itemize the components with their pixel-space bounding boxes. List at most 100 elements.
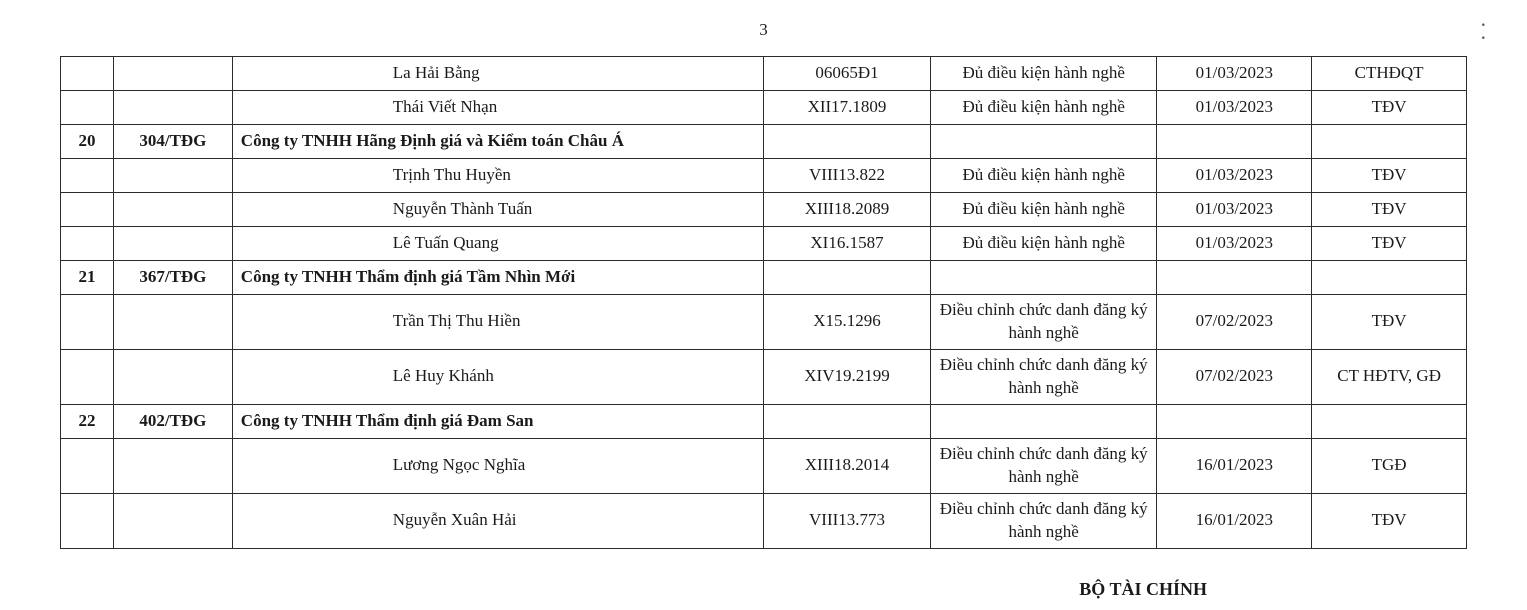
cell-ma: 304/TĐG	[113, 125, 232, 159]
cell-ten: Lê Huy Khánh	[232, 349, 763, 404]
cell-stt	[61, 91, 114, 125]
cell-cd: TĐV	[1312, 193, 1467, 227]
cell-so: XI16.1587	[764, 227, 931, 261]
cell-cd	[1312, 404, 1467, 438]
cell-cd: TĐV	[1312, 159, 1467, 193]
cell-ten: La Hải Bằng	[232, 57, 763, 91]
cell-so: XII17.1809	[764, 91, 931, 125]
cell-ngay: 07/02/2023	[1157, 295, 1312, 350]
cell-so: VIII13.822	[764, 159, 931, 193]
cell-ma	[113, 193, 232, 227]
table-row: Nguyễn Xuân HảiVIII13.773Điều chỉnh chức…	[61, 493, 1467, 548]
table-row: 21367/TĐGCông ty TNHH Thẩm định giá Tầm …	[61, 261, 1467, 295]
table-row: 20304/TĐGCông ty TNHH Hãng Định giá và K…	[61, 125, 1467, 159]
cell-so	[764, 261, 931, 295]
cell-cd	[1312, 261, 1467, 295]
cell-ten: Công ty TNHH Thẩm định giá Đam San	[232, 404, 763, 438]
main-table: La Hải Bằng06065Đ1Đủ điều kiện hành nghề…	[60, 56, 1467, 549]
cell-so	[764, 404, 931, 438]
cell-stt	[61, 493, 114, 548]
table-row: La Hải Bằng06065Đ1Đủ điều kiện hành nghề…	[61, 57, 1467, 91]
cell-cd: TĐV	[1312, 227, 1467, 261]
cell-so: XIII18.2089	[764, 193, 931, 227]
cell-ten: Nguyễn Thành Tuấn	[232, 193, 763, 227]
table-row: Trần Thị Thu HiềnX15.1296Điều chỉnh chức…	[61, 295, 1467, 350]
cell-ten: Công ty TNHH Hãng Định giá và Kiểm toán …	[232, 125, 763, 159]
scan-artifact: ··	[1480, 18, 1487, 44]
cell-ten: Lương Ngọc Nghĩa	[232, 438, 763, 493]
table-row: Nguyễn Thành TuấnXIII18.2089Đủ điều kiện…	[61, 193, 1467, 227]
cell-ma	[113, 493, 232, 548]
cell-ma	[113, 295, 232, 350]
cell-cd	[1312, 125, 1467, 159]
cell-ma	[113, 438, 232, 493]
cell-ma	[113, 227, 232, 261]
cell-ngay	[1157, 125, 1312, 159]
cell-ten: Trần Thị Thu Hiền	[232, 295, 763, 350]
cell-tt: Đủ điều kiện hành nghề	[930, 91, 1157, 125]
cell-ten: Trịnh Thu Huyền	[232, 159, 763, 193]
cell-tt: Đủ điều kiện hành nghề	[930, 227, 1157, 261]
cell-ma: 402/TĐG	[113, 404, 232, 438]
cell-cd: TĐV	[1312, 295, 1467, 350]
cell-tt: Đủ điều kiện hành nghề	[930, 57, 1157, 91]
cell-ma	[113, 159, 232, 193]
cell-ma	[113, 349, 232, 404]
table-row: Lê Tuấn QuangXI16.1587Đủ điều kiện hành …	[61, 227, 1467, 261]
cell-so: X15.1296	[764, 295, 931, 350]
cell-tt	[930, 261, 1157, 295]
cell-ma: 367/TĐG	[113, 261, 232, 295]
cell-stt	[61, 349, 114, 404]
cell-ngay: 16/01/2023	[1157, 493, 1312, 548]
cell-stt: 22	[61, 404, 114, 438]
cell-ngay: 01/03/2023	[1157, 57, 1312, 91]
cell-ngay: 01/03/2023	[1157, 91, 1312, 125]
cell-ngay	[1157, 404, 1312, 438]
cell-tt	[930, 125, 1157, 159]
cell-ma	[113, 57, 232, 91]
cell-ma	[113, 91, 232, 125]
cell-stt	[61, 295, 114, 350]
cell-tt: Điều chỉnh chức danh đăng ký hành nghề	[930, 349, 1157, 404]
cell-tt: Điều chỉnh chức danh đăng ký hành nghề	[930, 295, 1157, 350]
cell-tt: Điều chỉnh chức danh đăng ký hành nghề	[930, 438, 1157, 493]
cell-so: XIII18.2014	[764, 438, 931, 493]
cell-stt	[61, 193, 114, 227]
cell-tt	[930, 404, 1157, 438]
cell-tt: Đủ điều kiện hành nghề	[930, 193, 1157, 227]
cell-stt	[61, 57, 114, 91]
cell-so: XIV19.2199	[764, 349, 931, 404]
cell-so: 06065Đ1	[764, 57, 931, 91]
cell-ten: Nguyễn Xuân Hải	[232, 493, 763, 548]
table-row: Lương Ngọc NghĩaXIII18.2014Điều chỉnh ch…	[61, 438, 1467, 493]
cell-ngay: 01/03/2023	[1157, 227, 1312, 261]
cell-stt: 20	[61, 125, 114, 159]
cell-ngay: 01/03/2023	[1157, 193, 1312, 227]
issuing-authority: BỘ TÀI CHÍNH	[60, 579, 1467, 600]
table-body: La Hải Bằng06065Đ1Đủ điều kiện hành nghề…	[61, 57, 1467, 549]
cell-cd: TĐV	[1312, 493, 1467, 548]
cell-stt	[61, 159, 114, 193]
cell-so	[764, 125, 931, 159]
cell-cd: TGĐ	[1312, 438, 1467, 493]
cell-tt: Đủ điều kiện hành nghề	[930, 159, 1157, 193]
table-row: 22402/TĐGCông ty TNHH Thẩm định giá Đam …	[61, 404, 1467, 438]
page: ·· 3 La Hải Bằng06065Đ1Đủ điều kiện hành…	[0, 0, 1527, 610]
cell-so: VIII13.773	[764, 493, 931, 548]
cell-ngay: 16/01/2023	[1157, 438, 1312, 493]
table-row: Lê Huy KhánhXIV19.2199Điều chỉnh chức da…	[61, 349, 1467, 404]
cell-ngay: 07/02/2023	[1157, 349, 1312, 404]
table-row: Trịnh Thu HuyềnVIII13.822Đủ điều kiện hà…	[61, 159, 1467, 193]
table-row: Thái Viết NhạnXII17.1809Đủ điều kiện hàn…	[61, 91, 1467, 125]
cell-cd: CTHĐQT	[1312, 57, 1467, 91]
cell-cd: TĐV	[1312, 91, 1467, 125]
cell-ten: Công ty TNHH Thẩm định giá Tầm Nhìn Mới	[232, 261, 763, 295]
cell-stt	[61, 438, 114, 493]
cell-cd: CT HĐTV, GĐ	[1312, 349, 1467, 404]
cell-tt: Điều chỉnh chức danh đăng ký hành nghề	[930, 493, 1157, 548]
page-number: 3	[60, 20, 1467, 40]
cell-ten: Thái Viết Nhạn	[232, 91, 763, 125]
cell-ngay	[1157, 261, 1312, 295]
cell-ngay: 01/03/2023	[1157, 159, 1312, 193]
cell-stt: 21	[61, 261, 114, 295]
